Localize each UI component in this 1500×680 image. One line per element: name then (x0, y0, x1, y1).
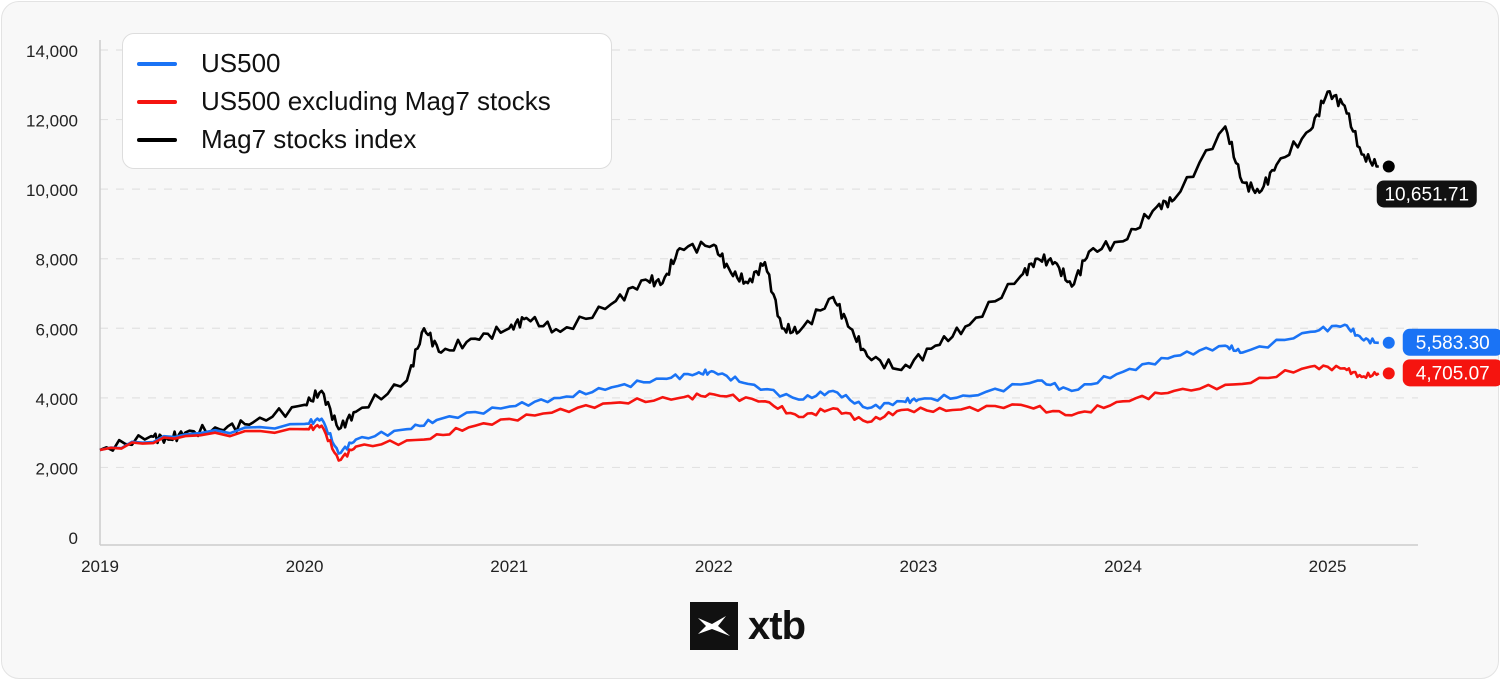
y-tick-label: 8,000 (35, 251, 78, 270)
series-line (99, 364, 1380, 462)
legend-swatch (137, 99, 177, 104)
value-label-text: 10,651.71 (1384, 184, 1469, 205)
legend-label: US500 (201, 48, 281, 78)
legend-swatch (137, 61, 177, 66)
x-tick-label: 2025 (1309, 557, 1347, 576)
x-tick-label: 2020 (286, 557, 324, 576)
y-tick-label: 14,000 (26, 42, 78, 61)
y-tick-label: 12,000 (26, 112, 78, 131)
x-tick-label: 2022 (695, 557, 733, 576)
legend-item-mag7: Mag7 stocks index (137, 124, 416, 155)
series-line (99, 90, 1379, 452)
value-label-text: 5,583.30 (1416, 333, 1490, 354)
value-label-background (1402, 328, 1500, 356)
series-line (99, 323, 1379, 455)
x-tick-label: 2021 (490, 557, 528, 576)
xtb-logo-icon (690, 602, 738, 650)
x-tick-label: 2019 (81, 557, 119, 576)
y-tick-label: 10,000 (26, 181, 78, 200)
legend-label: US500 excluding Mag7 stocks (201, 86, 551, 116)
legend-swatch (137, 137, 177, 142)
x-tick-label: 2023 (899, 557, 937, 576)
y-tick-label: 4,000 (35, 390, 78, 409)
series-value-label: 4,705.07 (1402, 359, 1500, 387)
series-value-label: 10,651.71 (1376, 180, 1477, 208)
series-end-marker (1382, 336, 1395, 349)
xtb-logo: xtb (690, 602, 806, 650)
series-value-label: 5,583.30 (1402, 328, 1500, 356)
value-label-background (1376, 180, 1477, 208)
value-label-text: 4,705.07 (1416, 363, 1490, 384)
legend-label: Mag7 stocks index (201, 124, 417, 154)
x-tick-label: 2024 (1104, 557, 1142, 576)
xtb-logo-text: xtb (748, 603, 806, 648)
legend-item-us500-ex-mag7: US500 excluding Mag7 stocks (137, 86, 551, 117)
y-tick-label: 6,000 (35, 320, 78, 339)
y-tick-label: 2,000 (35, 459, 78, 478)
value-label-background (1402, 359, 1500, 387)
series-end-marker (1382, 367, 1395, 380)
legend-item-us500: US500 (137, 48, 281, 79)
legend: US500 US500 excluding Mag7 stocks Mag7 s… (122, 33, 612, 169)
y-tick-label: 0 (69, 529, 78, 548)
series-end-marker (1382, 160, 1395, 173)
